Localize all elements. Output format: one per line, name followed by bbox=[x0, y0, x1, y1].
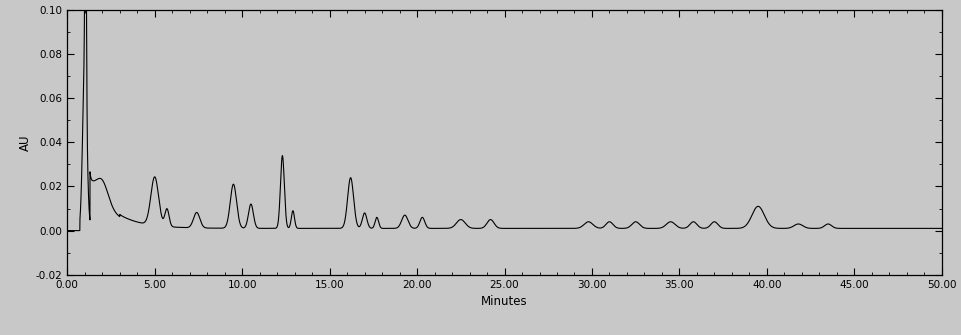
X-axis label: Minutes: Minutes bbox=[481, 295, 528, 308]
Y-axis label: AU: AU bbox=[18, 134, 32, 151]
